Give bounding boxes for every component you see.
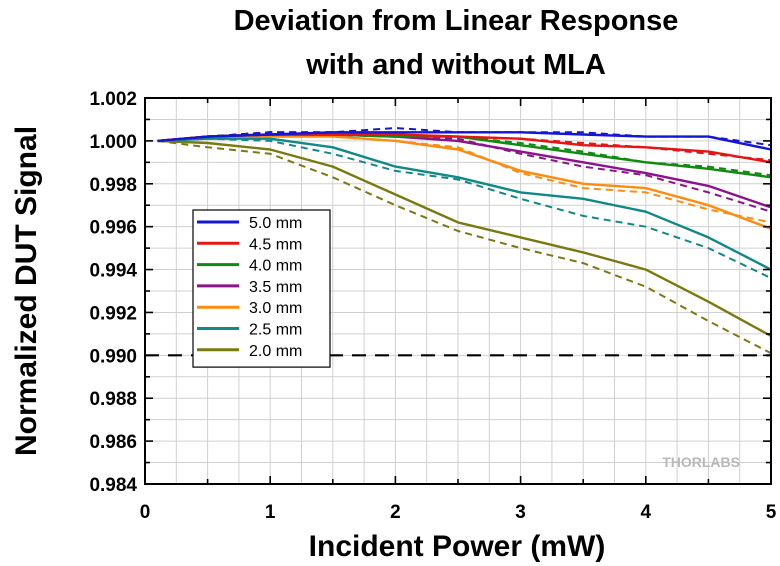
x-tick-label: 4 — [641, 502, 652, 523]
y-tick-label: 1.002 — [89, 89, 137, 110]
series-line-dashed-3-0-mm — [157, 133, 772, 224]
legend-label-5-0-mm: 5.0 mm — [249, 215, 302, 232]
legend-label-4-0-mm: 4.0 mm — [249, 258, 302, 275]
y-tick-label: 0.998 — [89, 175, 137, 196]
axis-ticks: 0 1 2 3 4 5 0.984 0.986 0.988 0.990 0.992 0.994 0.99… — [89, 89, 776, 523]
x-tick-label: 3 — [515, 502, 526, 523]
legend-label-4-5-mm: 4.5 mm — [249, 236, 302, 253]
x-axis-title: Incident Power (mW) — [309, 530, 606, 563]
series-line-dashed-2-5-mm — [157, 137, 772, 280]
y-tick-label: 0.994 — [89, 261, 137, 282]
y-tick-label: 0.996 — [89, 218, 137, 239]
x-tick-label: 1 — [265, 502, 276, 523]
series-lines — [157, 127, 772, 355]
legend-label-3-5-mm: 3.5 mm — [249, 279, 302, 296]
series-line-solid-2-5-mm — [157, 137, 772, 271]
x-tick-label: 2 — [390, 502, 401, 523]
watermark-logo: THORLABS — [662, 454, 740, 470]
series-line-solid-3-0-mm — [157, 135, 772, 230]
legend-label-2-5-mm: 2.5 mm — [249, 322, 302, 339]
chart-title-line-2: with and without MLA — [305, 49, 606, 81]
x-tick-label: 0 — [140, 502, 151, 523]
legend: 5.0 mm 4.5 mm 4.0 mm 3.5 mm 3.0 mm 2.5 mm 2.0 … — [192, 209, 331, 368]
y-tick-label: 0.984 — [89, 475, 137, 496]
legend-label-2-0-mm: 2.0 mm — [249, 343, 302, 360]
y-tick-label: 0.990 — [89, 346, 137, 367]
y-tick-label: 0.988 — [89, 389, 137, 410]
x-tick-label: 5 — [766, 502, 777, 523]
y-tick-label: 1.000 — [89, 132, 137, 153]
legend-label-3-0-mm: 3.0 mm — [249, 300, 302, 317]
y-axis-title: Normalized DUT Signal — [10, 126, 43, 456]
y-tick-label: 0.986 — [89, 432, 137, 453]
series-line-solid-5-0-mm — [157, 131, 772, 151]
y-tick-label: 0.992 — [89, 303, 137, 324]
chart-title-line-1: Deviation from Linear Response — [234, 5, 679, 37]
series-line-solid-2-0-mm — [157, 139, 772, 338]
series-line-dashed-3-5-mm — [157, 131, 772, 213]
series-line-dashed-2-0-mm — [157, 139, 772, 355]
legend-box — [192, 209, 331, 368]
